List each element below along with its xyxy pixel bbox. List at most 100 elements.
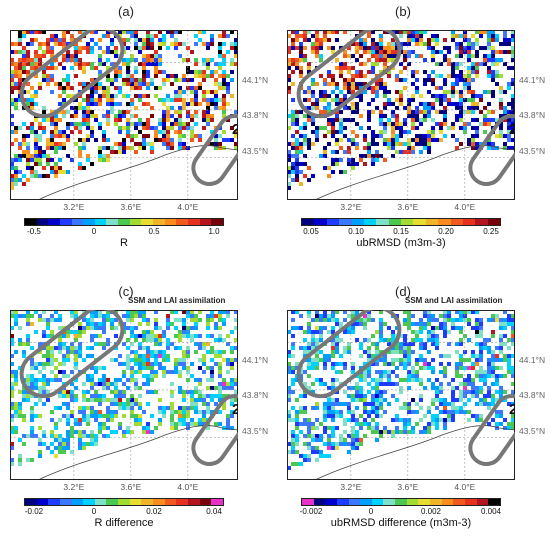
panel-b: (b)1244.1°N43.8°N43.5°N3.2°E3.6°E4.0°E0.… — [277, 0, 550, 270]
colorbar-swatch — [211, 499, 223, 505]
colorbar-swatch — [164, 499, 177, 505]
colorbar-swatch — [425, 219, 439, 225]
longitude-label: 3.2°E — [340, 202, 362, 212]
colorbar-swatch — [336, 499, 349, 505]
colorbar-swatch — [418, 499, 431, 505]
colorbar-swatch — [164, 219, 177, 225]
region-1-outline — [19, 30, 125, 119]
colorbar-swatch — [430, 499, 442, 505]
colorbar-swatch — [199, 499, 212, 505]
region-2-outline — [191, 113, 238, 187]
colorbar-tick-label: 0.05 — [303, 227, 319, 236]
colorbar-swatch — [48, 499, 60, 505]
region-1-label: 1 — [379, 310, 387, 314]
colorbar-swatch — [187, 219, 200, 225]
longitude-label: 3.2°E — [340, 482, 362, 492]
latitude-label: 43.8°N — [519, 390, 546, 401]
latitude-label: 43.5°N — [519, 146, 546, 157]
panel-label: (d) — [395, 284, 411, 299]
colorbar-swatch — [464, 499, 477, 505]
colorbar-tick-label: 0.10 — [348, 227, 364, 236]
colorbar-swatch — [325, 499, 337, 505]
raster-map: 12 — [287, 30, 515, 200]
colorbar-swatch — [59, 219, 72, 225]
panel-d: (d)SSM and LAI assimilation1244.1°N43.8°… — [277, 280, 550, 550]
colorbar — [24, 498, 224, 506]
colorbar-swatch — [453, 499, 465, 505]
region-1-label: 1 — [379, 30, 387, 34]
colorbar-swatch — [59, 499, 72, 505]
longitude-label: 3.2°E — [63, 482, 85, 492]
colorbar-swatch — [326, 219, 340, 225]
colorbar — [301, 218, 501, 226]
colorbar-swatch — [450, 219, 463, 225]
colorbar-swatch — [141, 219, 154, 225]
colorbar-swatch — [83, 219, 95, 225]
colorbar-tick-label: 1.0 — [208, 227, 220, 236]
map-area: 12 — [10, 310, 238, 480]
colorbar-swatch — [176, 499, 188, 505]
colorbar-swatch — [302, 499, 314, 505]
panel-subtitle: SSM and LAI assimilation — [128, 296, 226, 305]
longitude-label: 3.6°E — [397, 202, 419, 212]
colorbar-swatch — [211, 219, 223, 225]
longitude-label: 4.0°E — [177, 482, 199, 492]
colorbar-swatch — [48, 219, 60, 225]
colorbar-tick-label: 0 — [368, 507, 374, 516]
region-2-outline — [191, 393, 238, 467]
colorbar-swatch — [36, 219, 49, 225]
longitude-label: 3.6°E — [120, 482, 142, 492]
colorbar-tick-label: 0 — [91, 227, 97, 236]
colorbar-swatch — [383, 499, 396, 505]
colorbar-swatch — [118, 219, 130, 225]
latitude-label: 43.5°N — [242, 146, 269, 157]
map-area: 12 — [287, 310, 515, 480]
colorbar-swatch — [25, 219, 37, 225]
colorbar-swatch — [153, 499, 165, 505]
colorbar-swatch — [462, 219, 476, 225]
map-area: 12 — [10, 30, 238, 200]
map-area: 12 — [287, 30, 515, 200]
colorbar-tick-label: 0.004 — [480, 507, 502, 516]
colorbar-label: R — [120, 237, 128, 249]
region-2-label: 2 — [509, 401, 515, 418]
colorbar-swatch — [314, 219, 327, 225]
longitude-label: 4.0°E — [454, 482, 476, 492]
latitude-label: 44.1°N — [242, 355, 269, 365]
region-1-outline — [296, 310, 402, 399]
colorbar-swatch — [25, 499, 37, 505]
latitude-label: 44.1°N — [519, 355, 546, 365]
colorbar-swatch — [153, 219, 165, 225]
panel-a: (a)1244.1°N43.8°N43.5°N3.2°E3.6°E4.0°E-0… — [0, 0, 273, 270]
colorbar-swatch — [83, 499, 95, 505]
colorbar-swatch — [187, 499, 200, 505]
region-2-outline — [468, 393, 515, 467]
panel-label: (a) — [118, 4, 134, 19]
colorbar-label: ubRMSD (m3m-3) — [356, 237, 446, 249]
region-2-label: 2 — [232, 401, 238, 418]
colorbar-swatch — [302, 219, 315, 225]
colorbar-swatch — [129, 499, 142, 505]
latitude-label: 43.8°N — [242, 110, 269, 121]
raster-map: 12 — [287, 310, 515, 480]
longitude-label: 4.0°E — [454, 202, 476, 212]
region-2-label: 2 — [232, 121, 238, 138]
colorbar-swatch — [441, 499, 454, 505]
colorbar — [24, 218, 224, 226]
colorbar — [301, 498, 501, 506]
colorbar-swatch — [106, 499, 119, 505]
colorbar-swatch — [106, 219, 119, 225]
colorbar-swatch — [406, 499, 419, 505]
colorbar-swatch — [438, 219, 451, 225]
latitude-label: 43.8°N — [519, 110, 546, 121]
colorbar-tick-label: 0.04 — [206, 507, 222, 516]
longitude-label: 3.6°E — [397, 482, 419, 492]
colorbar-label: R difference — [94, 517, 154, 529]
colorbar-swatch — [36, 499, 49, 505]
colorbar-swatch — [71, 219, 84, 225]
region-1-label: 1 — [102, 30, 110, 34]
panel-label: (b) — [395, 4, 411, 19]
colorbar-swatch — [313, 499, 326, 505]
region-2-label: 2 — [509, 121, 515, 138]
region-2-outline — [468, 113, 515, 187]
